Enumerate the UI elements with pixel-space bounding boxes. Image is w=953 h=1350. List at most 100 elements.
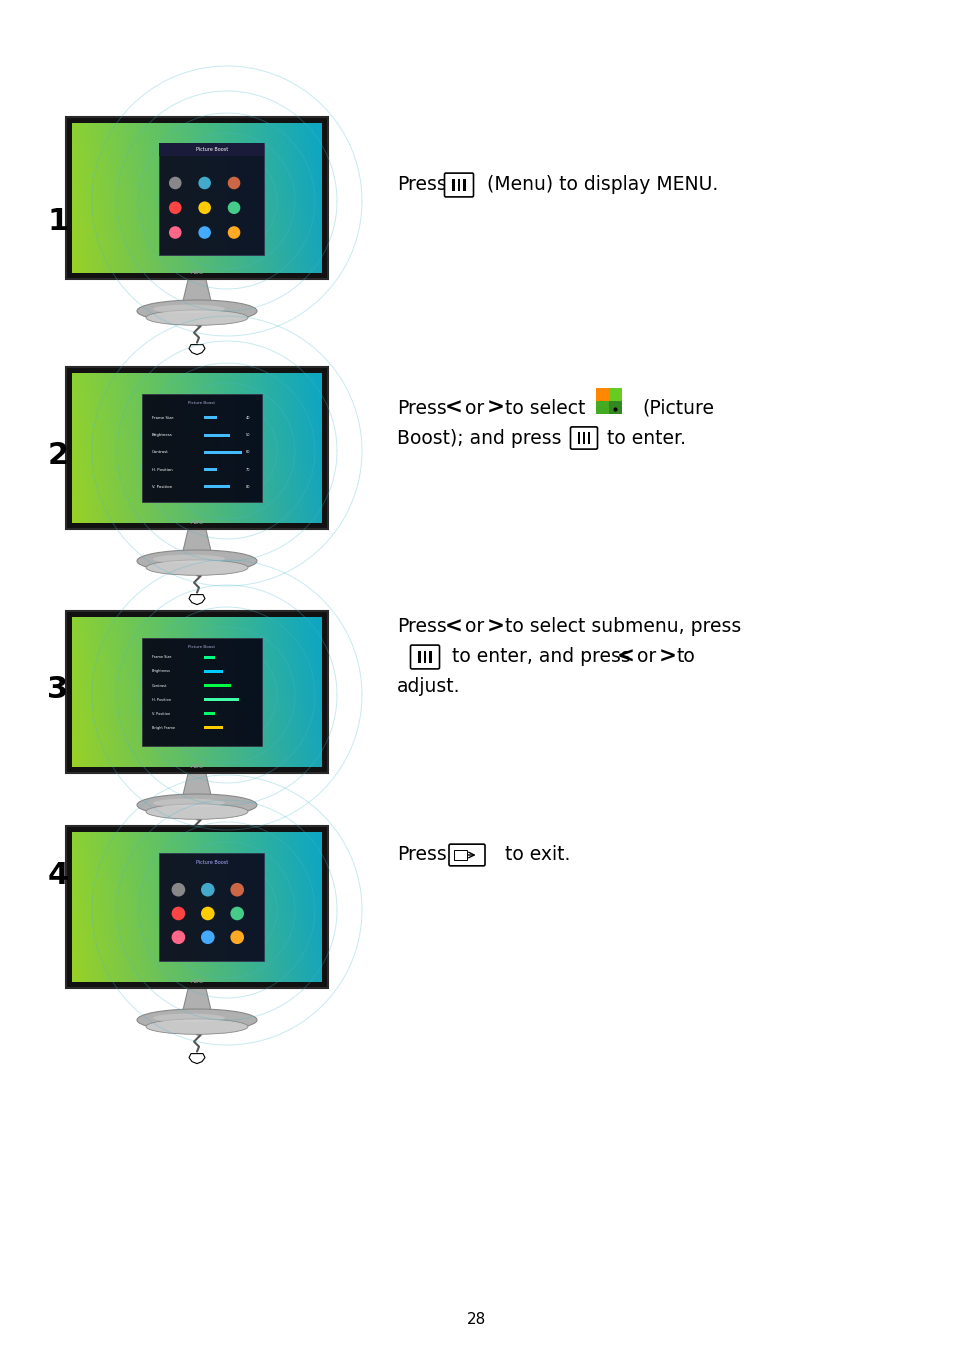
- Polygon shape: [181, 279, 213, 306]
- Text: (Picture: (Picture: [641, 398, 713, 417]
- Text: Frame Size: Frame Size: [152, 656, 171, 659]
- Bar: [159, 143, 264, 255]
- Circle shape: [201, 883, 214, 896]
- Text: to exit.: to exit.: [504, 845, 570, 864]
- Text: or: or: [637, 648, 656, 667]
- Ellipse shape: [146, 310, 248, 325]
- Ellipse shape: [152, 555, 225, 563]
- Bar: [423, 651, 426, 663]
- Text: (Menu) to display MENU.: (Menu) to display MENU.: [486, 176, 718, 194]
- Text: 1: 1: [48, 208, 69, 236]
- Text: Contrast: Contrast: [152, 451, 168, 455]
- Text: >: >: [659, 647, 677, 667]
- Bar: [204, 670, 223, 674]
- Text: to enter, and press: to enter, and press: [452, 648, 630, 667]
- Circle shape: [169, 201, 181, 215]
- Bar: [596, 401, 608, 414]
- Text: Contrast: Contrast: [152, 683, 167, 687]
- FancyBboxPatch shape: [570, 427, 597, 450]
- FancyBboxPatch shape: [449, 844, 484, 865]
- Ellipse shape: [152, 1014, 225, 1022]
- Circle shape: [201, 930, 214, 944]
- Circle shape: [172, 930, 185, 944]
- Text: Picture Boost: Picture Boost: [189, 645, 215, 648]
- Ellipse shape: [137, 549, 256, 572]
- Bar: [204, 698, 238, 701]
- Ellipse shape: [152, 799, 225, 807]
- Text: V. Position: V. Position: [152, 711, 170, 716]
- Text: Press: Press: [396, 398, 446, 417]
- Text: 3: 3: [48, 675, 69, 703]
- Bar: [608, 387, 621, 401]
- Bar: [463, 178, 465, 192]
- Bar: [204, 726, 223, 729]
- Bar: [577, 432, 579, 444]
- Ellipse shape: [146, 1019, 248, 1034]
- Bar: [66, 826, 328, 988]
- FancyBboxPatch shape: [444, 173, 473, 197]
- Text: Press: Press: [396, 845, 446, 864]
- Text: to select: to select: [504, 398, 585, 417]
- Bar: [204, 451, 242, 454]
- Bar: [452, 178, 454, 192]
- Polygon shape: [189, 838, 205, 849]
- Text: 80: 80: [245, 485, 250, 489]
- Bar: [66, 367, 328, 529]
- Bar: [204, 684, 231, 687]
- Bar: [204, 711, 215, 716]
- Ellipse shape: [137, 794, 256, 815]
- Text: to select submenu, press: to select submenu, press: [504, 617, 740, 636]
- Circle shape: [230, 883, 244, 896]
- Circle shape: [228, 227, 240, 239]
- Bar: [596, 387, 608, 401]
- Bar: [204, 486, 230, 489]
- Circle shape: [228, 177, 240, 189]
- Circle shape: [169, 177, 181, 189]
- Text: <: <: [444, 617, 462, 637]
- Circle shape: [172, 883, 185, 896]
- Text: Brightness: Brightness: [152, 670, 171, 674]
- FancyBboxPatch shape: [410, 645, 439, 668]
- Text: Press: Press: [396, 617, 446, 636]
- Ellipse shape: [146, 560, 248, 575]
- Circle shape: [198, 201, 211, 215]
- Text: AOC: AOC: [190, 764, 204, 769]
- Circle shape: [198, 177, 211, 189]
- Circle shape: [172, 907, 185, 921]
- Bar: [587, 432, 590, 444]
- Text: AOC: AOC: [190, 520, 204, 525]
- Text: Picture Boost: Picture Boost: [189, 401, 215, 405]
- Circle shape: [201, 907, 214, 921]
- Circle shape: [169, 227, 181, 239]
- Bar: [66, 612, 328, 774]
- Bar: [429, 651, 432, 663]
- Text: or: or: [464, 617, 484, 636]
- Bar: [159, 853, 264, 961]
- Polygon shape: [181, 988, 213, 1017]
- Bar: [66, 117, 328, 279]
- Text: H. Position: H. Position: [152, 467, 172, 471]
- Bar: [608, 401, 621, 414]
- Text: 4: 4: [48, 860, 69, 890]
- Ellipse shape: [137, 1008, 256, 1031]
- Text: V. Position: V. Position: [152, 485, 172, 489]
- Text: Frame Size: Frame Size: [152, 416, 172, 420]
- Bar: [204, 468, 216, 471]
- Bar: [204, 416, 216, 420]
- Text: AOC: AOC: [190, 270, 204, 275]
- Polygon shape: [189, 1053, 205, 1064]
- Bar: [457, 178, 459, 192]
- Polygon shape: [181, 774, 213, 801]
- Bar: [142, 394, 262, 502]
- Text: 2: 2: [48, 440, 69, 470]
- Text: Press: Press: [396, 176, 446, 194]
- Text: H. Position: H. Position: [152, 698, 171, 702]
- Bar: [204, 433, 230, 436]
- Bar: [582, 432, 584, 444]
- Text: Picture Boost: Picture Boost: [195, 860, 228, 865]
- Bar: [454, 850, 467, 860]
- Text: Boost); and press: Boost); and press: [396, 428, 561, 447]
- Polygon shape: [189, 344, 205, 355]
- Ellipse shape: [146, 803, 248, 819]
- Ellipse shape: [137, 300, 256, 323]
